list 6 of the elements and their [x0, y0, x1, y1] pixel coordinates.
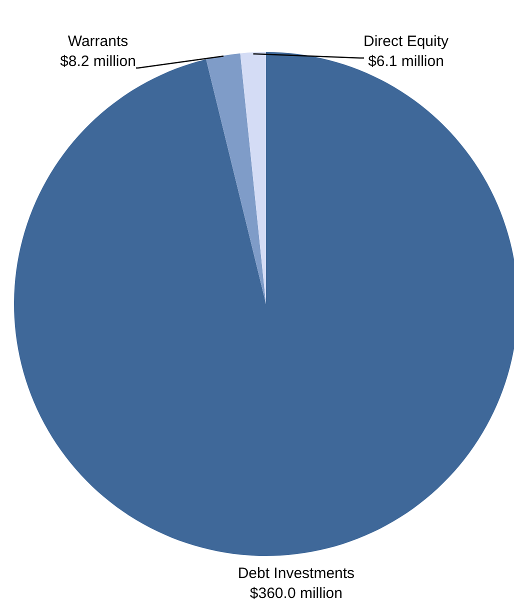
- data-label: $8.2 million: [60, 53, 136, 70]
- data-label: $360.0 million: [250, 585, 342, 602]
- slice-label: Warrants: [68, 33, 128, 50]
- slice-label: Debt Investments: [238, 565, 355, 582]
- slice-label: Direct Equity: [363, 33, 450, 50]
- data-label: $6.1 million: [368, 53, 444, 70]
